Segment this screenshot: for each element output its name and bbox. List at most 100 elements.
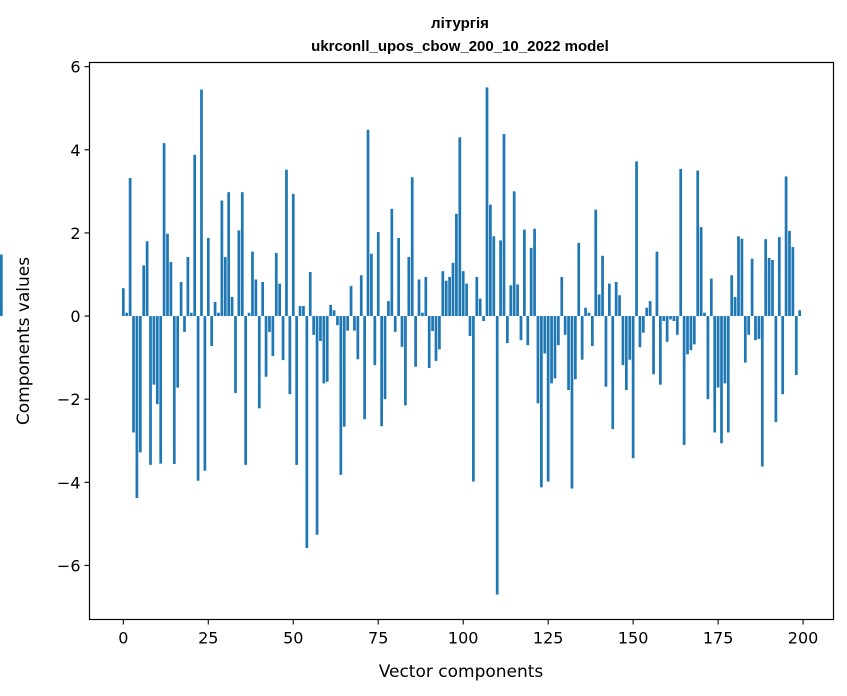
bar <box>291 193 295 317</box>
bar <box>461 271 465 317</box>
x-tick-label: 150 <box>618 629 649 648</box>
bar <box>353 316 356 331</box>
bar <box>492 236 496 317</box>
bar <box>607 283 611 317</box>
bar <box>574 316 577 380</box>
bar <box>767 257 771 317</box>
bar <box>529 247 533 317</box>
bar <box>349 286 353 317</box>
bar <box>179 281 183 317</box>
bar <box>196 316 200 481</box>
bar <box>312 316 316 335</box>
bar <box>414 316 417 367</box>
bar <box>152 316 156 385</box>
bar <box>675 316 679 335</box>
bar <box>220 200 224 317</box>
bar <box>448 276 451 317</box>
bar <box>438 316 441 350</box>
bar <box>665 316 669 342</box>
bar <box>217 312 220 317</box>
bar <box>560 276 564 317</box>
bar <box>383 316 387 400</box>
bar <box>376 232 380 317</box>
bar <box>468 316 472 337</box>
bar <box>274 252 278 317</box>
bar <box>726 316 730 433</box>
bar <box>791 247 795 317</box>
bar <box>750 258 754 317</box>
bar <box>332 310 336 317</box>
x-tick-label: 100 <box>448 629 479 648</box>
bar <box>645 307 649 317</box>
bar <box>149 316 152 465</box>
bar <box>587 312 591 317</box>
bar <box>669 316 672 320</box>
bar <box>203 316 207 471</box>
bar <box>155 316 159 405</box>
bar <box>499 240 502 317</box>
bar <box>699 227 703 317</box>
bar <box>502 134 506 317</box>
chart-subtitle: ukrconll_upos_cbow_200_10_2022 model <box>311 38 609 55</box>
bar <box>264 316 268 377</box>
bar <box>128 178 132 317</box>
bar <box>706 316 710 400</box>
bar <box>172 316 176 465</box>
bar <box>285 169 288 317</box>
bar <box>162 143 166 317</box>
y-tick-label: 6 <box>70 58 80 77</box>
x-tick-label: 50 <box>283 629 303 648</box>
x-tick-label: 125 <box>533 629 564 648</box>
bar <box>482 316 485 322</box>
bar <box>431 316 434 332</box>
bar <box>577 242 581 317</box>
bar <box>716 316 720 388</box>
bar <box>325 316 329 382</box>
bar <box>543 316 547 354</box>
bar <box>580 316 584 360</box>
bar <box>652 316 655 375</box>
bar <box>366 129 370 317</box>
bar <box>512 191 516 317</box>
bar <box>329 304 333 317</box>
bar <box>672 316 676 322</box>
bar <box>475 276 479 317</box>
y-axis-ticks: −6 −4 −2 0 2 4 6 <box>57 58 90 575</box>
bar <box>689 316 693 351</box>
y-tick-label: 2 <box>70 224 80 243</box>
bar <box>509 285 513 317</box>
bar <box>142 265 146 317</box>
bar <box>410 177 414 317</box>
bar <box>281 316 285 361</box>
bar <box>455 213 458 317</box>
bar <box>489 204 492 317</box>
bar <box>781 316 785 395</box>
bar <box>723 316 727 384</box>
bar <box>737 236 740 317</box>
bar <box>519 316 523 341</box>
y-tick-label: 0 <box>70 307 80 326</box>
bar <box>682 316 686 445</box>
x-tick-label: 175 <box>703 629 734 648</box>
bar <box>213 301 217 317</box>
bar <box>621 316 625 366</box>
bar <box>342 316 346 427</box>
bar <box>567 316 570 391</box>
bar <box>757 316 761 339</box>
bar <box>526 316 530 346</box>
bar <box>373 316 377 366</box>
bar <box>268 316 271 332</box>
y-tick-label: −4 <box>57 473 81 492</box>
bar <box>655 251 659 317</box>
bar <box>570 316 574 489</box>
bar <box>533 228 536 317</box>
bar <box>472 316 475 482</box>
bar <box>189 312 193 317</box>
bar <box>193 154 197 317</box>
bar <box>703 312 706 317</box>
bar <box>298 306 302 317</box>
bar <box>764 239 768 317</box>
bar <box>635 161 638 317</box>
x-tick-label: 75 <box>368 629 388 648</box>
bar <box>380 316 383 427</box>
